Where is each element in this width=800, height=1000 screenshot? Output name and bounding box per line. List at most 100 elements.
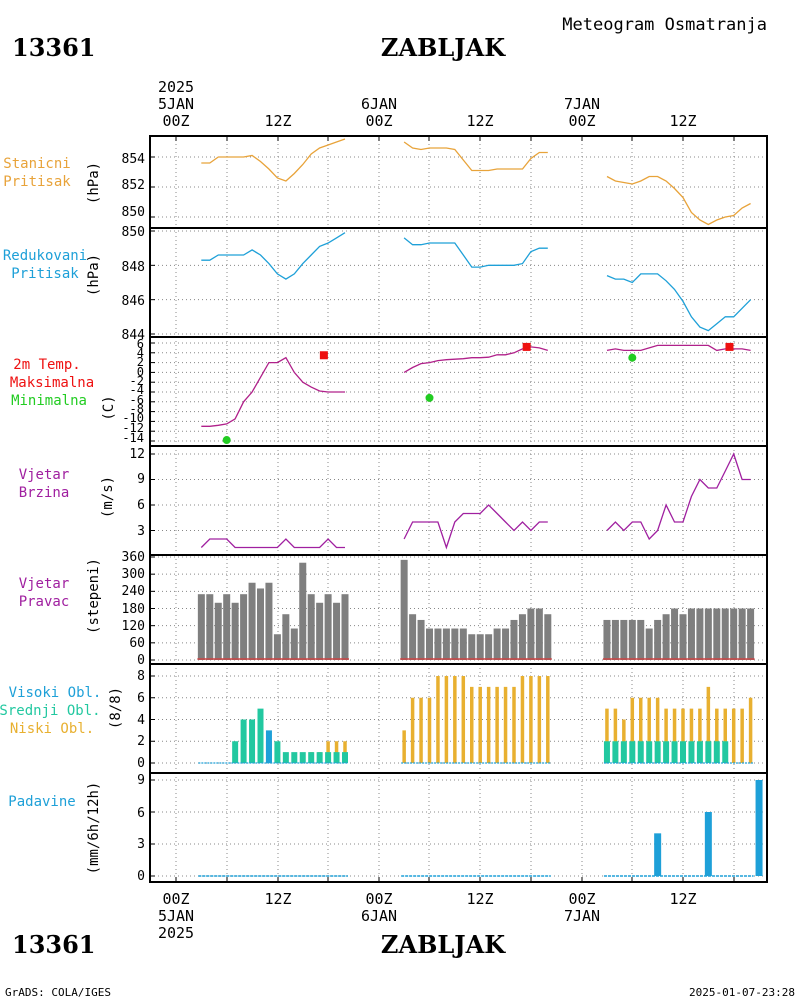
p3-label: Maksimalna (10, 375, 94, 391)
wind-dir-bar (502, 628, 510, 660)
p3-label: 2m Temp. (13, 357, 80, 373)
p2-tick: 844 (122, 328, 146, 343)
cloud-low-bar (495, 686, 499, 763)
tmin-marker (425, 393, 434, 402)
wind-dir-bar (611, 619, 619, 660)
cloud-mid-bar (291, 752, 298, 763)
p3-unit: (C) (101, 395, 117, 420)
wind-dir-bar (426, 628, 433, 660)
p5-tick: 180 (122, 602, 145, 617)
p1-tick: 854 (122, 152, 146, 167)
cloud-low-bar (444, 676, 449, 763)
wind-dir-bar (721, 608, 729, 660)
cloud-low-bar (419, 697, 423, 763)
wind-dir-bar (713, 608, 721, 660)
cloud-mid-bar (713, 741, 720, 763)
cloud-mid-bar (637, 741, 644, 763)
wind-dir-bar (434, 628, 442, 660)
station-id-bottom: 13361 (12, 930, 96, 959)
wind-dir-bar (257, 588, 264, 660)
cloud-mid-bar (342, 752, 348, 763)
p3-tick: -10 (122, 411, 144, 425)
bottom-tick-label: 12Z (264, 890, 291, 908)
wind-dir-bar (282, 614, 290, 660)
station-pressure-line (201, 138, 346, 182)
cloud-mid-bar (325, 752, 332, 763)
wind-speed-line (403, 504, 548, 550)
p4-tick: 12 (129, 447, 145, 462)
cloud-low-bar (630, 697, 635, 763)
cloud-low-bar (723, 708, 727, 763)
cloud-mid-bar (603, 741, 610, 763)
p7-tick: 3 (137, 837, 145, 852)
wind-dir-bar (206, 594, 214, 660)
p4-unit: (m/s) (100, 476, 116, 518)
p6-tick: 6 (137, 691, 145, 706)
wind-dir-bar (493, 628, 501, 660)
cloud-mid-bar (722, 741, 729, 763)
wind-dir-bar (341, 594, 349, 660)
cloud-low-bar (731, 708, 736, 763)
cloud-low-bar (715, 708, 719, 763)
p7-tick: 0 (137, 869, 145, 884)
cloud-low-bar (639, 697, 643, 763)
p2-tick: 846 (122, 294, 145, 309)
cloud-mid-bar (646, 741, 653, 763)
p2-unit: (hPa) (86, 254, 102, 296)
cloud-low-bar (537, 676, 542, 763)
p6-tick: 0 (137, 756, 145, 771)
wind-dir-bar (518, 614, 526, 660)
wind-dir-bar (485, 634, 493, 660)
wind-dir-bar (459, 628, 467, 660)
cloud-mid-bar (680, 741, 686, 763)
cloud-low-bar (546, 676, 550, 763)
p3-tick: -14 (122, 431, 144, 445)
wind-dir-bar (535, 608, 543, 660)
p1-label: Stanicni (3, 156, 70, 172)
cloud-low-bar (486, 686, 491, 763)
p3-tick: -2 (130, 374, 144, 388)
wind-dir-bar (603, 619, 611, 660)
p1-tick: 850 (122, 205, 145, 220)
precip-bar (755, 780, 763, 876)
cloud-low-bar (436, 676, 440, 763)
p2-label: Pritisak (11, 266, 79, 282)
cloud-low-bar (503, 686, 508, 763)
p3-tick: -4 (130, 383, 144, 397)
panel-frame (149, 445, 768, 556)
cloud-mid-bar (629, 741, 636, 763)
p7-unit: (mm/6h/12h) (86, 782, 102, 875)
station-id-top: 13361 (12, 33, 96, 62)
cloud-mid-bar (232, 741, 239, 763)
cloud-low-bar (520, 676, 525, 763)
wind-dir-bar (316, 602, 324, 660)
wind-dir-bar (738, 608, 746, 660)
cloud-low-bar (681, 708, 685, 763)
panel-labels: Stanicni Pritisak (hPa) Redukovani Priti… (0, 156, 124, 874)
p4-label: Brzina (19, 485, 70, 501)
p5-label: Pravac (19, 594, 70, 610)
wind-speed-line (606, 452, 751, 541)
p5-tick: 0 (137, 653, 145, 668)
wind-dir-bar (223, 594, 231, 660)
cloud-mid-bar (612, 741, 619, 763)
wind-dir-bar (687, 608, 695, 660)
wind-dir-bar (620, 619, 628, 660)
wind-dir-bar (527, 608, 535, 660)
cloud-mid-bar (671, 741, 678, 763)
cloud-low-bar (470, 686, 474, 763)
reduced-pressure-line (403, 237, 548, 268)
p4-label: Vjetar (19, 467, 70, 483)
top-tick-label: 12Z (669, 112, 696, 130)
cloud-mid-bar (249, 719, 256, 763)
cloud-low-bar (647, 697, 651, 763)
wind-dir-bar (333, 602, 341, 660)
wind-dir-bar (451, 628, 459, 660)
p1-tick: 852 (122, 178, 145, 193)
p3-tick: 0 (137, 365, 144, 379)
tmin-marker (222, 436, 231, 445)
p3-tick: 2 (137, 355, 144, 369)
cloud-low-bar (672, 708, 677, 763)
wind-dir-bar (290, 628, 298, 660)
